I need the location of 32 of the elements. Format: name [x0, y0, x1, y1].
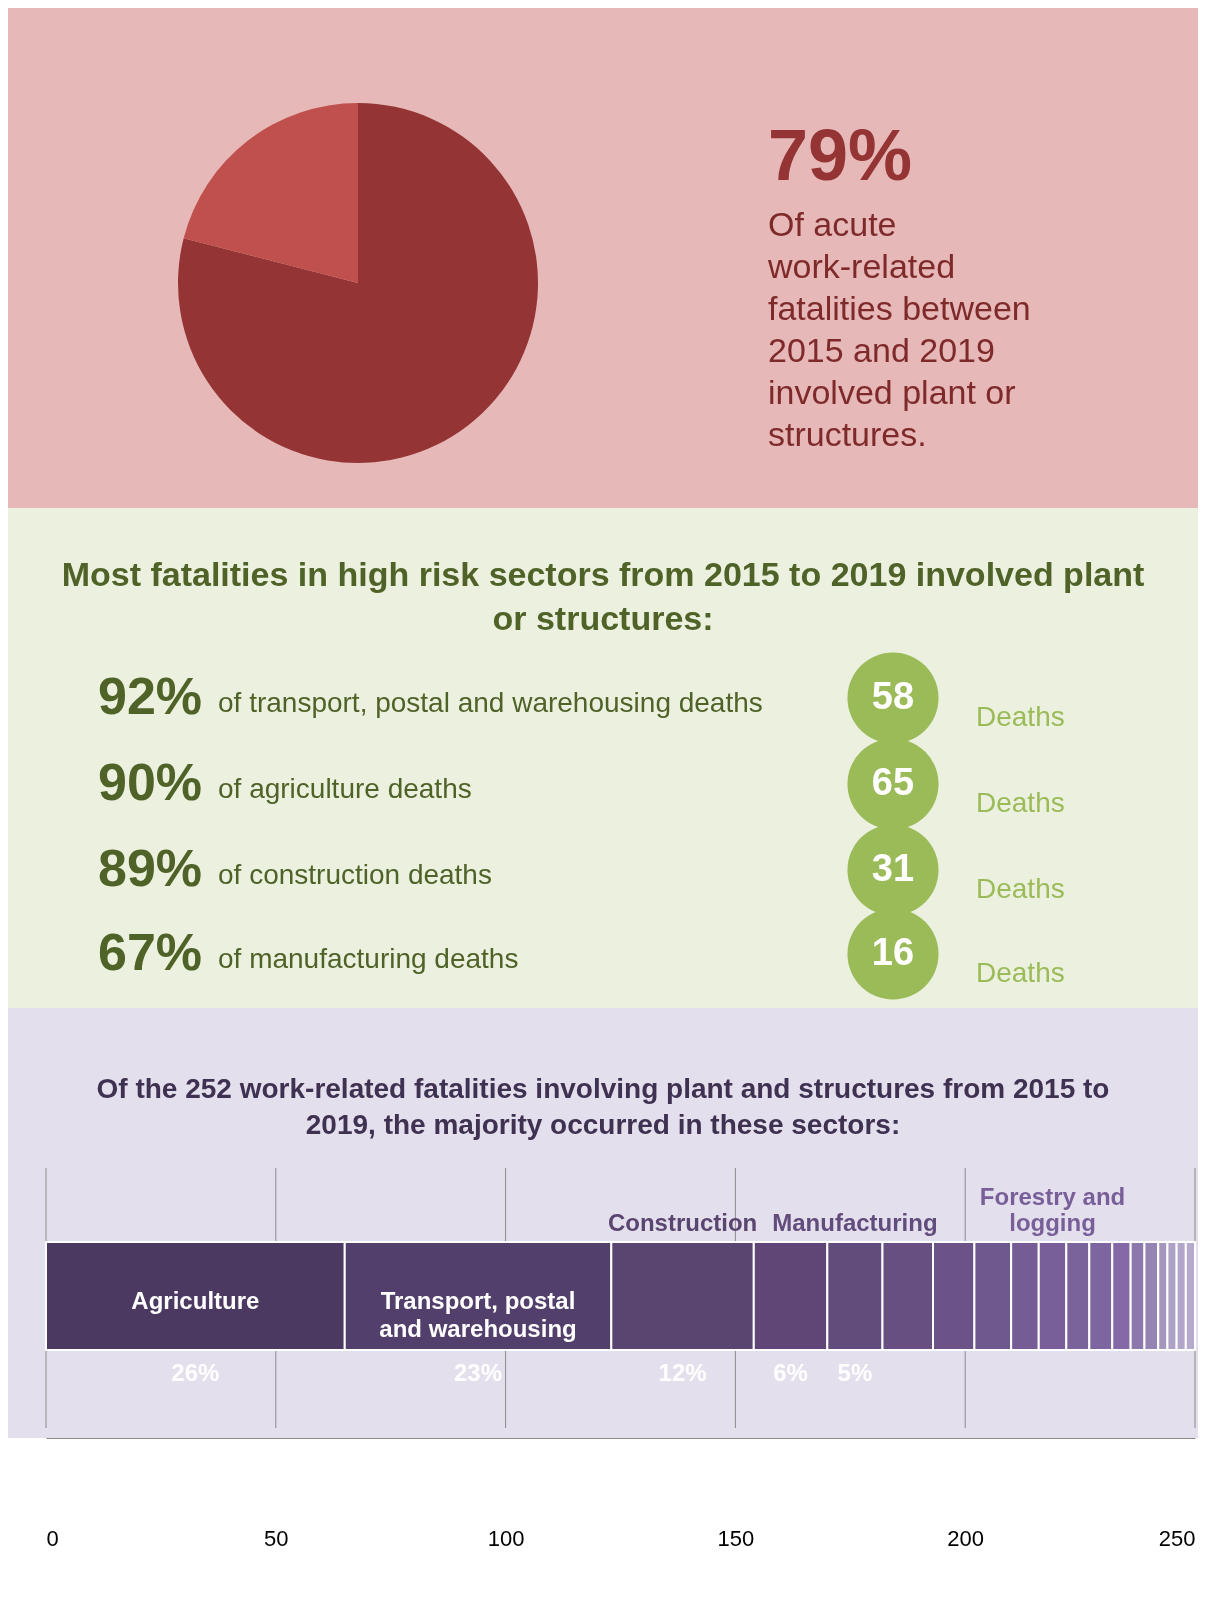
text: Deaths — [976, 787, 1065, 818]
text: 92% — [98, 667, 203, 725]
text: of construction deaths — [218, 859, 492, 890]
chart-title: Of the 252 work-related fatalities involving plant and structures from 2015 to 2019, the majority occurred in these sectors: — [96, 1073, 1110, 1140]
text: 65 — [871, 761, 915, 803]
series-label: Transport, postal and warehousing — [379, 1287, 577, 1342]
text: 90% — [98, 753, 203, 811]
series-label: Manufacturing — [772, 1209, 938, 1236]
text: 16 — [871, 931, 915, 973]
text: 89% — [98, 839, 203, 897]
text: Most fatalities in high risk sectors from 2015 to 2019 involved plant or structures: — [61, 555, 1145, 637]
series-label: Forestry and logging — [979, 1183, 1126, 1236]
text: 58 — [871, 675, 915, 717]
x-tick-label: 0 — [46, 1525, 59, 1551]
text: of transport, postal and warehousing deaths — [218, 687, 763, 718]
text: 67% — [98, 923, 203, 981]
x-tick-label: 200 — [947, 1525, 985, 1551]
text: Deaths — [976, 957, 1065, 988]
text: of agriculture deaths — [218, 773, 472, 804]
text: of manufacturing deaths — [218, 943, 519, 974]
x-tick-label: 250 — [1158, 1525, 1196, 1551]
text: Deaths — [976, 873, 1065, 904]
text: Of acute work-related fatalities between 2015 and 2019 involved plant or structures. — [767, 205, 1031, 453]
pie-slice — [183, 103, 358, 283]
x-tick-label: 50 — [264, 1525, 289, 1551]
text: 79% — [768, 115, 913, 195]
text: Deaths — [976, 701, 1065, 732]
series-label: Agriculture — [131, 1287, 260, 1314]
x-tick-label: 100 — [487, 1525, 525, 1551]
x-tick-label: 150 — [717, 1525, 755, 1551]
text: 31 — [871, 847, 915, 889]
pie-slice — [178, 103, 538, 463]
